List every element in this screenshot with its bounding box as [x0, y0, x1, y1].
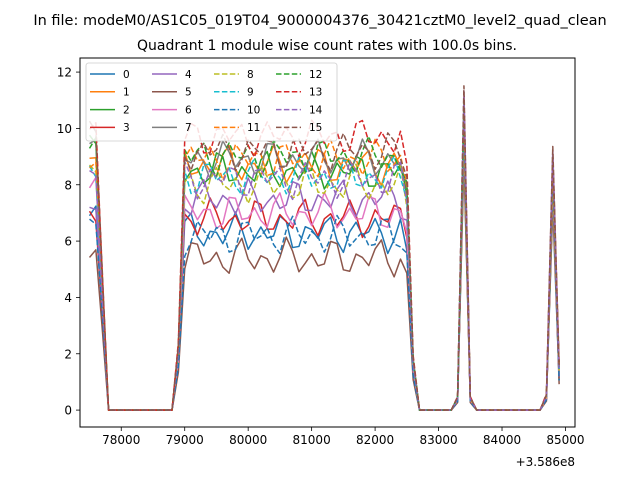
legend-label-3: 3	[123, 122, 130, 134]
y-tick-label: 2	[64, 347, 72, 361]
legend-label-1: 1	[123, 87, 130, 99]
y-tick-label: 12	[57, 66, 72, 80]
x-tick-label: 79000	[166, 433, 204, 447]
x-tick-label: 82000	[356, 433, 394, 447]
legend-label-5: 5	[185, 87, 192, 99]
legend-label-8: 8	[247, 69, 254, 81]
chart-marks	[88, 85, 560, 411]
plot-frame	[79, 57, 576, 428]
y-tick-label: 6	[64, 235, 72, 249]
legend-label-2: 2	[123, 104, 130, 116]
y-tick-label: 4	[64, 291, 72, 305]
y-tick-label: 10	[57, 122, 72, 136]
x-tick-label: 85000	[546, 433, 584, 447]
legend-label-10: 10	[247, 104, 260, 116]
series-line-11	[89, 105, 560, 411]
series-line-15	[88, 85, 560, 411]
legend-label-14: 14	[309, 104, 323, 116]
x-tick-label: 83000	[419, 433, 457, 447]
legend-label-7: 7	[185, 122, 192, 134]
x-tick-label: 81000	[293, 433, 331, 447]
legend-label-6: 6	[185, 104, 192, 116]
chart-title: Quadrant 1 module wise count rates with …	[137, 38, 517, 54]
legend-label-12: 12	[309, 69, 322, 81]
legend-label-13: 13	[309, 87, 322, 99]
legend-label-11: 11	[247, 122, 260, 134]
legend-label-0: 0	[123, 69, 130, 81]
legend-label-9: 9	[247, 87, 254, 99]
y-tick-label: 8	[64, 178, 72, 192]
figure-suptitle: In file: modeM0/AS1C05_019T04_9000004376…	[33, 13, 606, 29]
chart-axes: 78000 79000 80000 81000 82000 83000 84000 85000…	[57, 66, 585, 447]
legend-box	[85, 62, 338, 142]
x-tick-label: 78000	[102, 433, 140, 447]
y-tick-label: 0	[64, 404, 72, 418]
legend-label-4: 4	[185, 69, 192, 81]
x-offset-label: +3.586e8	[516, 455, 575, 469]
legend-label-15: 15	[309, 122, 322, 134]
x-tick-label: 84000	[483, 433, 521, 447]
x-tick-label: 80000	[229, 433, 267, 447]
